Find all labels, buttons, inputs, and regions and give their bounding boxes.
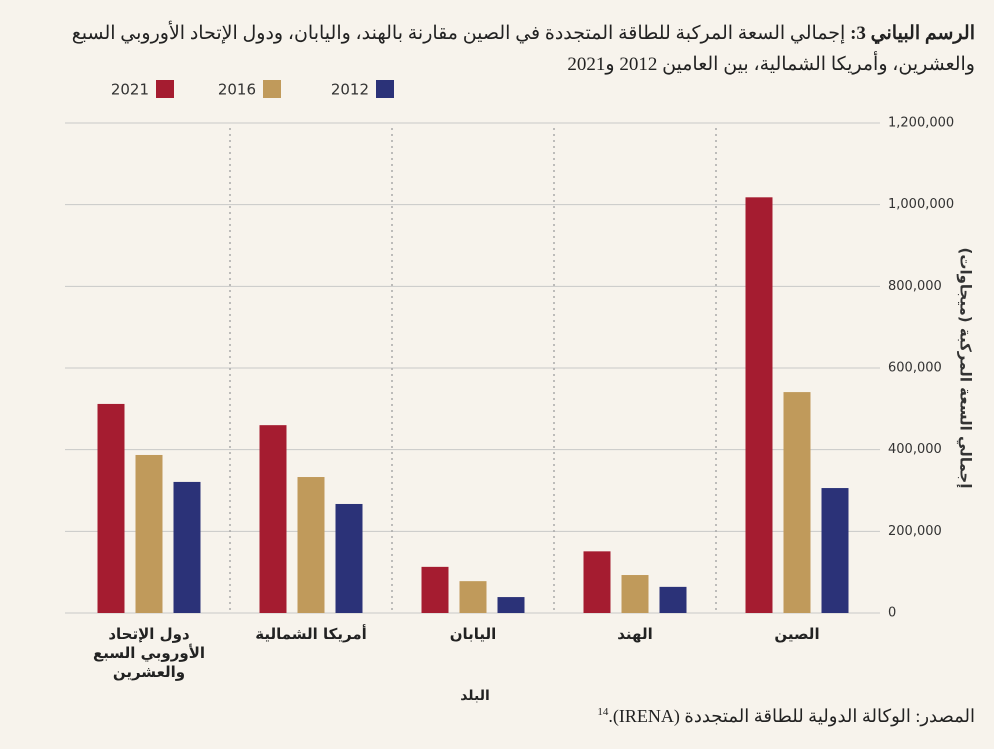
bar <box>459 581 487 613</box>
y-tick-label: 0 <box>888 606 896 621</box>
legend-item: 2016 <box>218 80 281 99</box>
source-text: المصدر: الوكالة الدولية للطاقة المتجددة … <box>608 706 975 726</box>
y-tick-label: 1,000,000 <box>888 197 954 212</box>
y-tick-label: 200,000 <box>888 524 942 539</box>
x-tick-label: أمريكا الشمالية <box>255 625 367 643</box>
y-tick-label: 800,000 <box>888 279 942 294</box>
bar <box>583 551 611 613</box>
legend-item: 2012 <box>331 80 394 99</box>
legend-item: 2021 <box>111 80 174 99</box>
source: المصدر: الوكالة الدولية للطاقة المتجددة … <box>597 706 975 727</box>
legend-swatch <box>376 80 394 98</box>
bar <box>259 425 287 613</box>
bar <box>135 454 163 613</box>
bar <box>335 503 363 613</box>
legend-label: 2016 <box>218 81 256 99</box>
bar <box>621 575 649 613</box>
source-note: 14 <box>597 706 609 718</box>
legend-label: 2012 <box>331 81 369 99</box>
y-tick-label: 600,000 <box>888 361 942 376</box>
x-tick-label: الصين <box>774 625 820 643</box>
y-tick-label: 1,200,000 <box>888 116 954 131</box>
legend-label: 2021 <box>111 81 149 99</box>
title-label: الرسم البياني 3: <box>850 23 975 44</box>
bar <box>821 488 849 613</box>
bar <box>497 597 525 613</box>
x-tick-label: الهند <box>617 625 653 643</box>
bar <box>297 477 325 613</box>
title-text: إجمالي السعة المركبة للطاقة المتجددة في … <box>71 23 975 75</box>
y-axis-label: إجمالي السعة المركبة (ميجاوات) <box>957 248 975 489</box>
legend-swatch <box>156 80 174 98</box>
bar <box>745 197 773 614</box>
chart-title: الرسم البياني 3: إجمالي السعة المركبة لل… <box>20 18 975 80</box>
bar <box>421 566 449 613</box>
x-tick-label: اليابان <box>449 625 497 643</box>
bar <box>97 403 125 613</box>
legend-swatch <box>263 80 281 98</box>
x-axis-label: البلد <box>460 688 490 704</box>
bar <box>783 392 811 613</box>
x-tick-label: دول الإتحاد الأوروبي السبع والعشرين <box>92 625 206 681</box>
bar <box>659 586 687 613</box>
y-tick-label: 400,000 <box>888 442 942 457</box>
bar <box>173 481 201 613</box>
